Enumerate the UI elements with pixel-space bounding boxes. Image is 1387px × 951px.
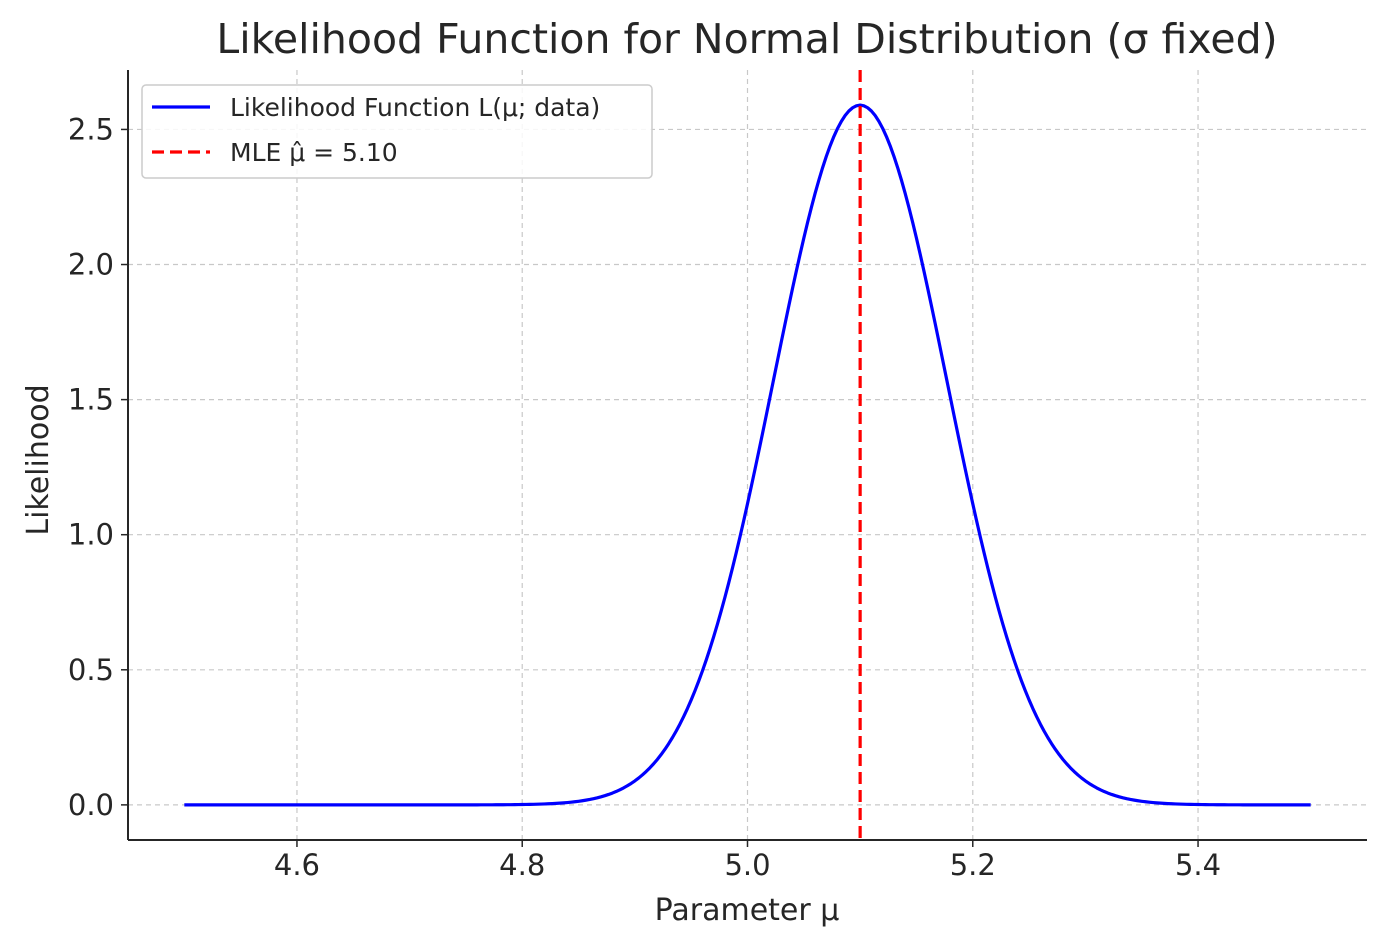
legend-box xyxy=(141,84,653,179)
x-axis-label: Parameter μ xyxy=(655,893,840,928)
x-tick-label: 4.6 xyxy=(274,848,320,882)
legend: Likelihood Function L(μ; data) MLE μ̂ = … xyxy=(141,84,653,179)
likelihood-curve xyxy=(184,103,1311,807)
y-tick-label: 2.5 xyxy=(68,112,114,146)
x-tick-label: 5.2 xyxy=(950,848,996,882)
legend-label-likelihood: Likelihood Function L(μ; data) xyxy=(230,93,600,122)
y-tick-label: 0.5 xyxy=(68,653,114,687)
y-tick-label: 1.5 xyxy=(68,383,114,417)
y-tick-label: 1.0 xyxy=(68,518,114,552)
axes-layer xyxy=(127,70,1367,841)
grid-layer xyxy=(128,70,1367,840)
x-tick-label: 5.4 xyxy=(1175,848,1221,882)
y-axis-label: Likelihood xyxy=(21,384,56,535)
y-tick-label: 0.0 xyxy=(68,788,114,822)
x-tick-label: 5.0 xyxy=(724,848,770,882)
series-layer xyxy=(184,70,1311,840)
tick-layer: 4.6 4.8 5.0 5.2 5.4 0.0 0.5 1.0 1.5 2.0 2.5 xyxy=(68,112,1221,882)
chart-title: Likelihood Function for Normal Distribut… xyxy=(216,15,1277,63)
legend-label-mle: MLE μ̂ = 5.10 xyxy=(230,138,398,167)
x-tick-label: 4.8 xyxy=(499,848,545,882)
y-tick-label: 2.0 xyxy=(68,248,114,282)
